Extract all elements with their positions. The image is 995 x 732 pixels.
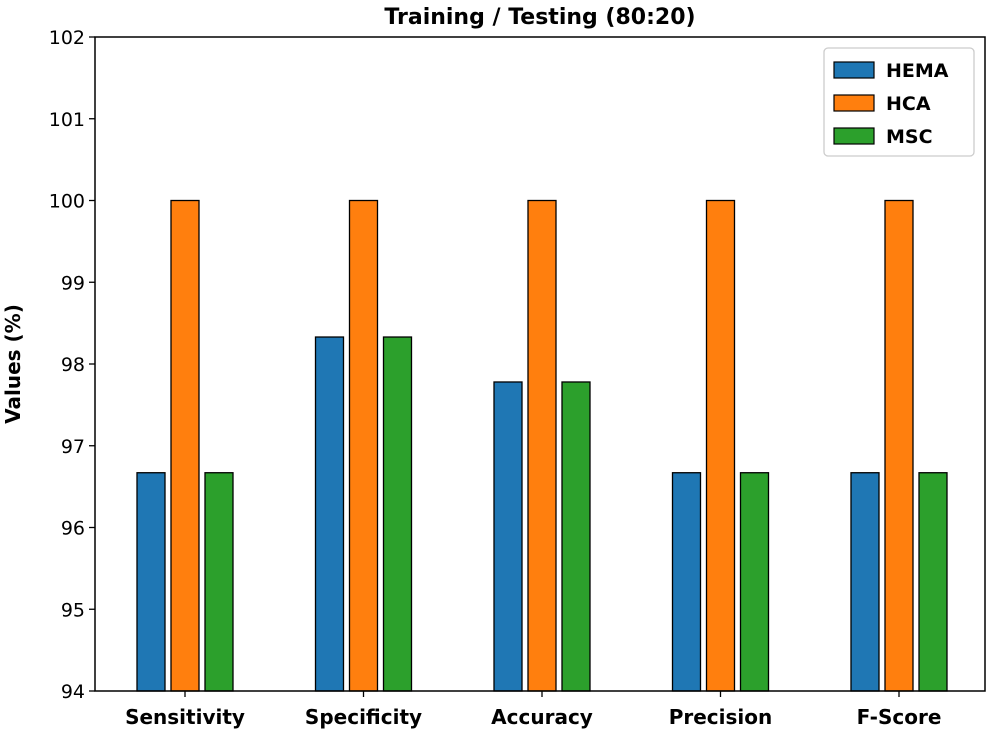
bar-msc-sensitivity (204, 472, 234, 692)
legend-swatch-hca (833, 94, 875, 112)
bar-msc-accuracy (561, 381, 591, 692)
legend-label-hema: HEMA (886, 60, 949, 82)
legend-label-hca: HCA (886, 93, 931, 115)
bar-msc-f-score (918, 472, 948, 692)
y-tick-label: 102 (49, 27, 85, 49)
x-tick-label: Accuracy (491, 705, 593, 729)
y-axis-title: Values (%) (1, 304, 25, 424)
y-tick-label: 99 (61, 272, 85, 294)
bar-hema-specificity (314, 336, 345, 692)
bar-msc-precision (739, 472, 770, 692)
y-tick-label: 98 (61, 354, 85, 376)
y-tick-label: 96 (61, 518, 85, 540)
chart-title: Training / Testing (80:20) (384, 5, 695, 30)
x-tick-label: Sensitivity (125, 705, 245, 729)
x-tick-label: F-Score (857, 705, 942, 729)
bar-hca-precision (705, 199, 736, 692)
bar-msc-specificity (382, 336, 413, 692)
bar-hema-accuracy (493, 381, 523, 692)
y-tick-label: 97 (61, 436, 85, 458)
y-tick-label: 101 (49, 109, 85, 131)
bar-hca-accuracy (527, 199, 557, 692)
legend-swatch-msc (833, 127, 875, 145)
legend-swatch-hema (833, 61, 875, 79)
y-tick-label: 94 (61, 681, 85, 703)
bar-hema-precision (671, 472, 702, 692)
bar-hca-sensitivity (170, 199, 200, 692)
bar-hca-f-score (884, 199, 914, 692)
y-tick-label: 95 (61, 599, 85, 621)
axes-frame (94, 36, 986, 692)
bar-hca-specificity (348, 199, 379, 692)
legend: HEMA HCA MSC (823, 47, 975, 157)
x-tick-label: Specificity (305, 705, 422, 729)
x-tick-label: Precision (669, 705, 773, 729)
bar-hema-f-score (850, 472, 880, 692)
plot-area: Sensitivity Specificity Accuracy Precision F… (49, 27, 986, 729)
y-tick-label: 100 (49, 191, 85, 213)
legend-label-msc: MSC (886, 126, 933, 148)
bar-hema-sensitivity (136, 472, 166, 692)
